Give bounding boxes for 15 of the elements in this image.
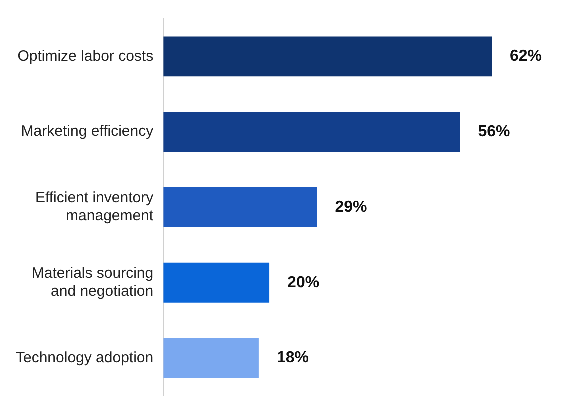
bar	[164, 262, 270, 303]
data-label: 56%	[478, 124, 510, 141]
bar	[164, 36, 492, 77]
y-tick-label: Marketing efficiency	[21, 123, 154, 140]
bar	[164, 112, 460, 152]
y-tick-label: Efficient inventory management	[35, 190, 154, 225]
data-label: 18%	[276, 350, 309, 367]
y-tick-label: Materials sourcing and negotiation	[32, 265, 154, 300]
data-label: 20%	[288, 274, 320, 292]
data-label: 62%	[510, 48, 542, 66]
y-tick-label: Technology adoption	[16, 349, 154, 366]
bar	[164, 338, 259, 378]
bar	[164, 188, 318, 228]
data-label: 29%	[335, 198, 368, 216]
y-tick-label: Optimize labor costs	[18, 48, 154, 65]
